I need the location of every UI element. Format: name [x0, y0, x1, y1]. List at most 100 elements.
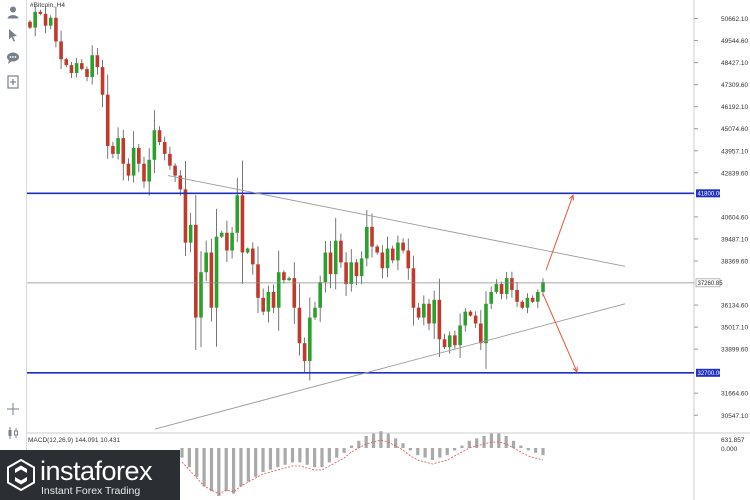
candle-body	[48, 17, 53, 26]
macd-bar	[475, 438, 479, 448]
candle-body	[199, 272, 203, 318]
macd-bar	[202, 448, 206, 487]
candle-body	[463, 311, 468, 326]
candle-body	[370, 226, 374, 247]
candle-body	[188, 224, 193, 243]
candle-body	[116, 138, 120, 154]
current-price-label: 37260.85	[698, 281, 724, 287]
chat-icon[interactable]	[4, 49, 22, 67]
candle-body	[54, 17, 58, 42]
candle-body	[525, 297, 530, 308]
candle-body	[411, 268, 416, 308]
candle-body	[183, 189, 188, 243]
macd-axis-top: 631.857	[721, 437, 745, 444]
horizontal-levels: 41800.00 32700.00 37260.85	[26, 189, 723, 377]
candle-body	[162, 142, 167, 154]
symbol-label: #Bitcoin, H4	[30, 2, 65, 9]
candle-body	[401, 242, 405, 251]
macd-bar	[342, 448, 346, 453]
upper-trend-line	[167, 175, 626, 267]
candle-body	[214, 236, 219, 308]
macd-bar	[187, 448, 191, 468]
macd-bar	[394, 438, 398, 448]
macd-bar	[467, 440, 471, 448]
candle-body	[235, 195, 240, 233]
add-chart-icon[interactable]	[4, 73, 22, 91]
candle-body	[240, 195, 245, 253]
macd-bar	[231, 448, 236, 494]
y-tick-label: 48427.10	[721, 60, 748, 67]
candle-body	[354, 262, 359, 277]
level-price-box	[696, 368, 720, 377]
macd-bar	[379, 431, 383, 448]
macd-bar	[504, 436, 508, 448]
candle-body	[380, 252, 385, 269]
user-icon[interactable]	[4, 3, 22, 21]
candle-body	[292, 278, 297, 308]
macd-bar	[445, 448, 449, 456]
candle-body	[541, 282, 545, 292]
macd-bar	[276, 448, 280, 468]
macd-histogram	[180, 431, 545, 496]
candle-body	[271, 291, 276, 308]
macd-bar	[349, 445, 354, 448]
candle-body	[266, 291, 271, 312]
macd-bar	[423, 448, 427, 458]
level-price-label: 41800.00	[698, 192, 724, 198]
macd-bar	[534, 448, 538, 453]
candle-body	[69, 65, 74, 74]
candle-body	[28, 21, 32, 28]
candle-body	[339, 240, 343, 263]
candle-body	[499, 284, 504, 294]
macd-signal-line	[181, 439, 544, 495]
macd-bar	[180, 448, 184, 458]
macd-bar	[239, 448, 243, 487]
crosshair-icon[interactable]	[4, 400, 22, 418]
candle-body	[416, 307, 421, 318]
candles-icon[interactable]	[4, 424, 22, 442]
y-tick-label: 42839.60	[721, 170, 748, 177]
candle-body	[479, 323, 483, 344]
macd-bar	[482, 436, 486, 448]
candle-body	[80, 63, 84, 70]
candle-body	[105, 94, 110, 146]
plot-area	[26, 0, 694, 432]
pointer-icon[interactable]	[4, 26, 22, 44]
candle-body	[194, 224, 198, 318]
candle-body	[504, 278, 509, 294]
macd-bar	[452, 448, 457, 451]
candle-body	[530, 297, 535, 302]
candle-body	[302, 343, 307, 361]
candle-body	[536, 291, 540, 302]
macd-bar	[519, 445, 523, 448]
candle-body	[225, 232, 229, 251]
macd-bar	[357, 440, 361, 448]
macd-bar	[217, 448, 221, 496]
candle-body	[515, 289, 519, 302]
logo-tagline: Instant Forex Trading	[41, 485, 141, 497]
breakout-up-arrow	[545, 195, 574, 271]
y-tick-label: 43957.10	[721, 148, 748, 155]
y-tick-label: 38369.60	[721, 258, 748, 265]
candle-body	[245, 248, 250, 253]
candle-body	[131, 147, 136, 176]
macd-bar	[261, 448, 265, 472]
candle-body	[121, 138, 126, 164]
candle-body	[126, 163, 131, 176]
candle-body	[510, 278, 514, 290]
y-tick-label: 46192.10	[721, 104, 748, 111]
candle-body	[365, 226, 369, 259]
candle-body	[520, 301, 525, 308]
candle-body	[333, 240, 338, 275]
candle-body	[282, 272, 286, 281]
candle-body	[59, 41, 63, 60]
macd-bar	[371, 433, 376, 448]
level-price-label: 32700.00	[698, 371, 724, 377]
candles	[28, 5, 545, 381]
candle-body	[111, 145, 115, 154]
candle-body	[396, 242, 400, 261]
candle-body	[313, 307, 317, 318]
candle-body	[489, 291, 493, 304]
candle-body	[297, 307, 302, 344]
